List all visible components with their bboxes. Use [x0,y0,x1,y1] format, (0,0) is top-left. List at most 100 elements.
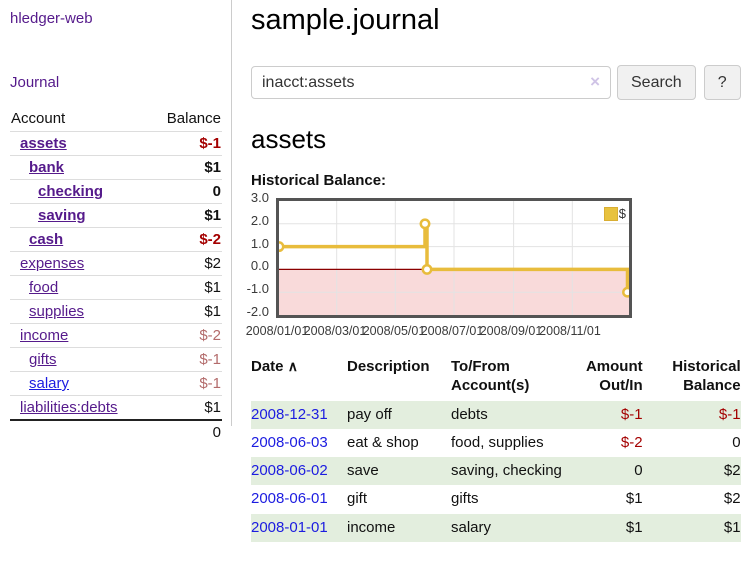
y-tick-label: 2.0 [250,213,269,228]
account-link-income[interactable]: income [20,327,69,344]
account-balance: $-1 [149,371,222,396]
x-tick-label: 2008/09/01 [479,324,543,338]
accounts-table: Account Balance assets $-1 bank $1 check… [10,107,222,444]
transaction-description: income [347,513,451,542]
accounts-table-header: Account Balance [10,107,222,132]
legend-swatch-icon [603,206,618,221]
account-balance: 0 [149,179,222,204]
sort-ascending-icon: ∧ [287,358,298,374]
accounts-header-balance: Balance [166,110,221,127]
data-point-marker [273,241,285,253]
sidebar-nav: Journal [10,74,222,91]
transaction-amount: $-1 [571,400,643,429]
y-tick-label: 1.0 [250,236,269,251]
register-row: 2008-06-01 gift gifts $1 $2 [251,485,741,513]
account-row: cash $-2 [10,227,222,252]
x-tick-label: 2008/07/01 [420,324,484,338]
transaction-balance: $1 [642,513,741,542]
account-balance: $-2 [149,323,222,348]
account-balance: $1 [149,275,222,300]
transaction-description: save [347,457,451,486]
account-link-gifts[interactable]: gifts [29,351,57,368]
register-header-accounts: To/From Account(s) [451,358,530,394]
transaction-date-link[interactable]: 2008-06-02 [251,462,328,479]
chart-canvas [273,201,633,315]
transaction-amount: $-2 [620,433,643,451]
y-tick-label: 0.0 [250,258,269,273]
page-title: sample.journal [251,4,440,36]
transaction-description: pay off [347,400,451,429]
transaction-date-link[interactable]: 2008-06-01 [251,490,328,508]
account-heading: assets [251,124,327,154]
transaction-date-link[interactable]: 2008-01-01 [251,518,328,536]
transaction-accounts: debts [451,400,571,429]
x-tick-label: 2008/11/01 [539,324,601,338]
register-row: 2008-06-03 eat & shop food, supplies $-2… [251,429,741,457]
chart-plot-area: $ [273,198,633,318]
search-input[interactable] [251,66,611,99]
transaction-description: eat & shop [347,433,419,451]
account-link-checking[interactable]: checking [38,183,104,200]
search-button[interactable]: Search [617,65,696,100]
register-header-balance: Historical Balance [672,358,741,394]
account-balance: $1 [149,299,222,324]
balance-chart: 3.0 2.0 1.0 0.0 -1.0 -2.0 [246,191,671,348]
register-row: 2008-12-31 pay off debts $-1 $-1 [251,400,741,429]
register-row: 2008-06-02 save saving, checking 0 $2 [251,457,741,486]
data-point-marker [419,218,431,230]
data-point-marker [622,286,633,298]
chart-legend: $ [603,206,626,221]
transaction-amount: $1 [625,490,643,508]
transaction-balance: $2 [642,457,741,486]
register-header-description: Description [347,358,430,375]
app-window: hledger-web Journal Account Balance asse… [0,0,742,542]
account-link-supplies[interactable]: supplies [29,303,85,320]
account-row: salary $-1 [10,371,222,396]
nav-journal-link[interactable]: Journal [10,74,60,91]
account-link-liabilities-debts[interactable]: liabilities:debts [20,399,118,416]
accounts-total-row: 0 [10,419,222,444]
y-tick-label: 3.0 [250,190,269,205]
register-header-amount: Amount Out/In [585,358,643,394]
account-balance: $1 [149,155,222,180]
search-bar: × Search ? [251,65,741,100]
clear-search-icon[interactable]: × [590,72,600,91]
chart-label: Historical Balance: [251,172,387,189]
account-link-food[interactable]: food [29,279,59,296]
transaction-date-link[interactable]: 2008-12-31 [251,405,328,423]
transaction-amount: $1 [571,513,643,542]
x-tick-label: 2008/01/01 [245,324,309,338]
x-tick-label: 2008/03/01 [303,324,367,338]
account-link-salary[interactable]: salary [29,375,70,392]
account-row: food $1 [10,275,222,300]
register-header-date[interactable]: Date ∧ [251,355,347,401]
account-link-expenses[interactable]: expenses [20,255,85,272]
account-row: supplies $1 [10,299,222,324]
account-row: liabilities:debts $1 [10,395,222,420]
account-balance: $-1 [149,347,222,372]
transaction-accounts: saving, checking [451,457,571,486]
data-point-marker [421,263,433,275]
transaction-balance: $-1 [642,400,741,429]
account-row: assets $-1 [10,131,222,156]
brand: hledger-web [10,10,222,27]
account-balance: $1 [149,395,222,420]
accounts-header-account: Account [11,110,66,127]
brand-link[interactable]: hledger-web [10,10,93,27]
account-link-bank[interactable]: bank [29,159,65,176]
x-tick-label: 2008/05/01 [362,324,426,338]
transaction-amount: 0 [571,457,643,486]
date-header-label: Date [251,358,284,375]
transaction-accounts: gifts [451,490,479,508]
account-link-saving[interactable]: saving [38,207,86,224]
account-link-cash[interactable]: cash [29,231,64,248]
transaction-accounts: salary [451,513,571,542]
transaction-date-link[interactable]: 2008-06-03 [251,433,328,451]
legend-label: $ [618,206,626,221]
transaction-balance: 0 [732,433,741,451]
register-header-row: Date ∧ Description To/From Account(s) Am… [251,355,741,401]
help-button[interactable]: ? [703,65,741,100]
sidebar: hledger-web Journal Account Balance asse… [0,0,232,444]
main-content: sample.journal × Search ? assets Histori… [232,0,742,542]
account-link-assets[interactable]: assets [20,135,67,152]
